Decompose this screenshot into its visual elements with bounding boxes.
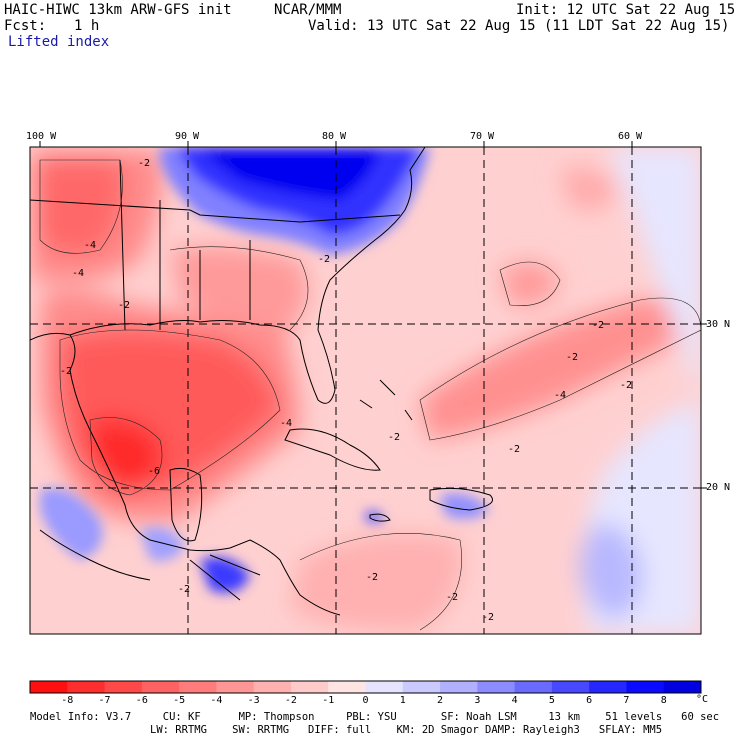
- contour-label: -2: [318, 254, 330, 265]
- contour-label: -2: [620, 380, 632, 391]
- latlon-grid: [30, 147, 701, 634]
- colorbar-tick-label: -4: [210, 695, 223, 706]
- contour-label: -2: [592, 320, 604, 331]
- contour-label: -4: [84, 240, 96, 251]
- colorbar-swatch: [290, 681, 329, 693]
- colorbar-tick-label: 3: [474, 695, 481, 706]
- colorbar-tick-label: 1: [399, 695, 406, 706]
- init-time: Init: 12 UTC Sat 22 Aug 15: [516, 2, 736, 18]
- colorbar-swatch: [402, 681, 441, 693]
- colorbar-swatch: [253, 681, 292, 693]
- model-title: HAIC-HIWC 13km ARW-GFS init: [4, 2, 232, 18]
- colorbar: [29, 680, 702, 694]
- contour-label: -2: [60, 366, 72, 377]
- lat-label-20n: 20 N: [706, 482, 731, 493]
- colorbar-swatch: [328, 681, 366, 693]
- colorbar-swatch: [67, 681, 106, 693]
- contour-label: -2: [482, 612, 494, 623]
- colorbar-tick-label: 0: [362, 695, 369, 706]
- colorbar-swatch: [626, 681, 665, 693]
- fcst-label: Fcst:: [4, 18, 47, 34]
- colorbar-tick-label: -1: [322, 695, 335, 706]
- colorbar-swatch: [477, 681, 516, 693]
- lat-label-30n: 30 N: [706, 319, 731, 330]
- colorbar-tick-label: -2: [284, 695, 297, 706]
- frame-ticks: [39, 141, 707, 489]
- colorbar-outline: [29, 680, 702, 694]
- colorbar-tick-label: 5: [548, 695, 555, 706]
- colorbar-swatch: [216, 681, 255, 693]
- model-info-line1: Model Info: V3.7 CU: KF MP: Thompson PBL…: [30, 711, 720, 723]
- fcst-value: 1 h: [74, 18, 100, 34]
- field-name: Lifted index: [8, 34, 110, 50]
- contour-label: -6: [148, 466, 160, 477]
- contour-label: -2: [138, 158, 150, 169]
- lifted-index-field: [30, 147, 701, 634]
- colorbar-swatch: [30, 681, 68, 693]
- contour-value-labels: -2 -4 -2 -2 -6 -2 -4 -2 -2 -4 -2 -2 -2 -…: [60, 158, 632, 623]
- lon-label-80w: 80 W: [322, 131, 347, 142]
- contour-label: -4: [554, 390, 566, 401]
- colorbar-tick-label: -7: [98, 695, 111, 706]
- colorbar-unit: °C: [696, 694, 709, 705]
- colorbar-tick-label: 8: [660, 695, 667, 706]
- colorbar-swatch: [663, 681, 702, 693]
- contour-lines: [39, 159, 701, 631]
- colorbar-tick-label: -6: [135, 695, 148, 706]
- valid-time: Valid: 13 UTC Sat 22 Aug 15 (11 LDT Sat …: [308, 18, 730, 34]
- colorbar-tick-label: 2: [437, 695, 444, 706]
- colorbar-tick-label: 7: [623, 695, 630, 706]
- contour-label: -2: [566, 352, 578, 363]
- contour-label: -4: [280, 418, 292, 429]
- colorbar-tick-label: -8: [61, 695, 74, 706]
- colorbar-swatch: [551, 681, 590, 693]
- contour-label: -2: [178, 584, 190, 595]
- lon-label-70w: 70 W: [470, 131, 495, 142]
- contour-label: -2: [366, 572, 378, 583]
- model-info-line2: LW: RRTMG SW: RRTMG DIFF: full KM: 2D Sm…: [150, 724, 663, 736]
- lon-label-90w: 90 W: [175, 131, 200, 142]
- colorbar-tick-label: 6: [586, 695, 593, 706]
- lon-label-100w: 100 W: [26, 131, 57, 142]
- colorbar-swatch: [440, 681, 478, 693]
- colorbar-swatch: [104, 681, 143, 693]
- lon-label-60w: 60 W: [618, 131, 643, 142]
- contour-label: -2: [508, 444, 520, 455]
- contour-label: -2: [388, 432, 400, 443]
- colorbar-swatch: [589, 681, 627, 693]
- contour-label: -2: [446, 592, 458, 603]
- contour-label: -4: [72, 268, 84, 279]
- colorbar-tick-label: -5: [173, 695, 186, 706]
- org-label: NCAR/MMM: [274, 2, 342, 18]
- map-frame: [29, 146, 702, 635]
- coastlines: [30, 147, 493, 616]
- contour-label: -2: [118, 300, 130, 311]
- colorbar-swatch: [365, 681, 404, 693]
- colorbar-tick-label: -3: [247, 695, 260, 706]
- colorbar-swatch: [514, 681, 553, 693]
- colorbar-tick-label: 4: [511, 695, 518, 706]
- colorbar-swatch: [179, 681, 217, 693]
- colorbar-swatch: [141, 681, 180, 693]
